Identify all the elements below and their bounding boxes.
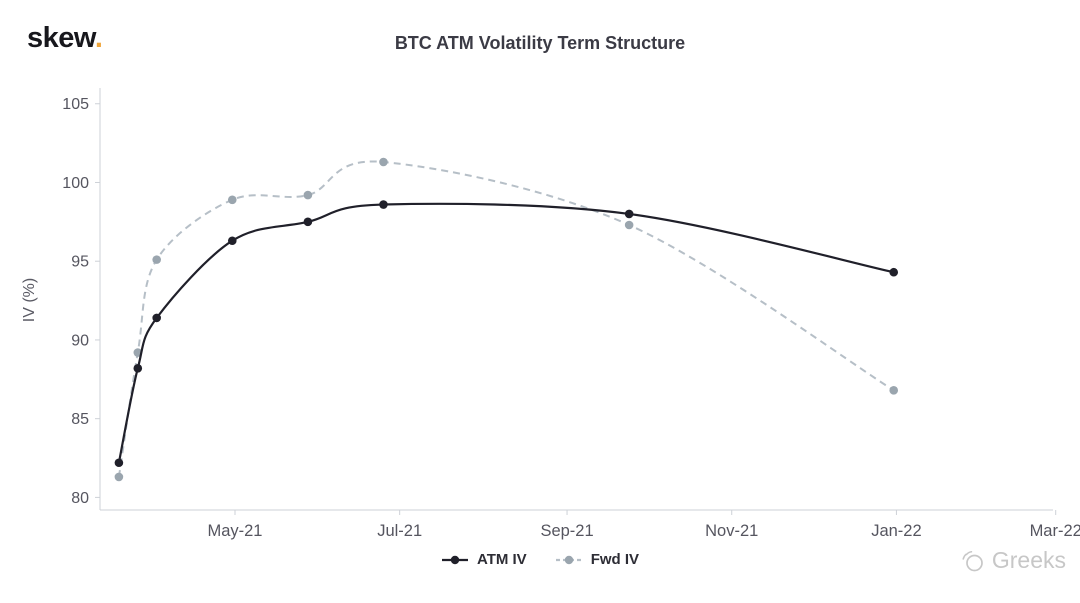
fwd-iv-data-point[interactable] bbox=[889, 386, 899, 395]
x-axis-tick-label: Sep-21 bbox=[540, 522, 593, 540]
x-axis-tick-label: May-21 bbox=[207, 522, 262, 540]
y-axis-tick-label: 100 bbox=[62, 175, 89, 192]
wechat-watermark-icon bbox=[962, 550, 983, 571]
atm-iv-data-point[interactable] bbox=[303, 217, 313, 227]
legend-label-fwd-iv: Fwd IV bbox=[590, 551, 640, 568]
legend-marker-dot bbox=[450, 555, 460, 564]
legend-marker-dot bbox=[564, 555, 573, 564]
y-axis-tick-label: 95 bbox=[71, 254, 89, 271]
fwd-iv-data-point[interactable] bbox=[379, 157, 388, 167]
chart-legend: ATM IV Fwd IV bbox=[0, 551, 1080, 568]
atm-iv-data-point[interactable] bbox=[133, 363, 143, 373]
watermark: Greeks bbox=[960, 547, 1066, 574]
fwd-iv-data-point[interactable] bbox=[303, 190, 313, 200]
y-axis-tick-label: 105 bbox=[62, 96, 89, 113]
x-axis-tick-label: Nov-21 bbox=[705, 522, 758, 540]
chart-title: BTC ATM Volatility Term Structure bbox=[394, 33, 686, 53]
y-axis-tick-label: 90 bbox=[71, 332, 89, 349]
atm-iv-data-point[interactable] bbox=[114, 458, 124, 468]
atm-iv-legend-marker-icon bbox=[441, 555, 468, 564]
legend-item-fwd-iv[interactable]: Fwd IV bbox=[555, 551, 639, 568]
skew-logo-dot: . bbox=[94, 22, 103, 54]
atm-iv-data-point[interactable] bbox=[379, 200, 388, 209]
x-axis-tick-label: Jan-22 bbox=[871, 522, 921, 540]
atm-iv-data-point[interactable] bbox=[624, 209, 634, 219]
fwd-iv-data-point[interactable] bbox=[152, 255, 161, 264]
skew-logo-text: skew bbox=[27, 22, 95, 54]
x-axis-tick-label: Mar-22 bbox=[1030, 522, 1080, 540]
watermark-text: Greeks bbox=[991, 547, 1066, 573]
atm-iv-data-point[interactable] bbox=[152, 313, 161, 323]
skew-logo: skew. bbox=[27, 22, 103, 55]
fwd-iv-line bbox=[117, 160, 895, 478]
x-axis-tick-label: Jul-21 bbox=[377, 522, 422, 540]
y-axis-tick-label: 85 bbox=[71, 411, 89, 428]
y-axis-tick-label: 80 bbox=[71, 490, 89, 507]
atm-iv-data-point[interactable] bbox=[227, 236, 237, 246]
fwd-iv-data-point[interactable] bbox=[114, 472, 124, 482]
fwd-iv-data-point[interactable] bbox=[624, 220, 634, 230]
legend-item-atm-iv[interactable]: ATM IV bbox=[441, 551, 527, 568]
legend-label-atm-iv: ATM IV bbox=[476, 551, 527, 568]
atm-iv-data-point[interactable] bbox=[889, 267, 899, 277]
fwd-iv-data-point[interactable] bbox=[227, 195, 237, 205]
fwd-iv-legend-marker-icon bbox=[555, 555, 582, 564]
